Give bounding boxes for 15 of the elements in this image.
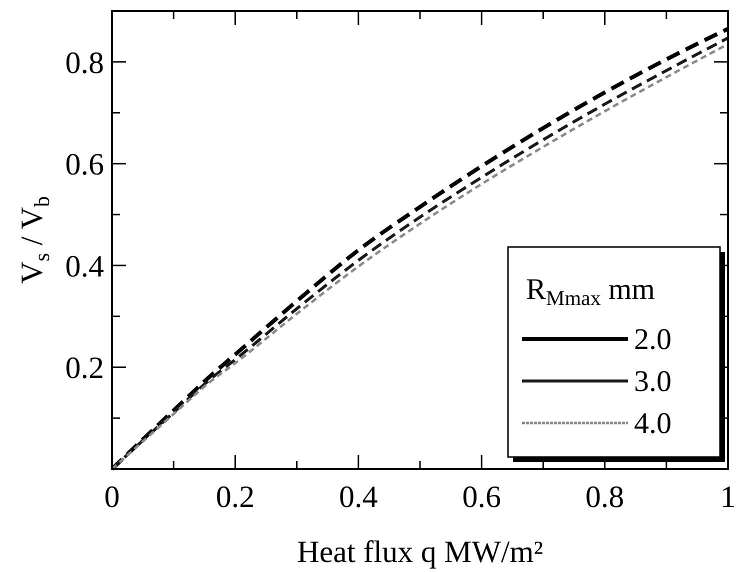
y-tick-label: 0.2 xyxy=(65,350,104,386)
y-tick-label: 0.4 xyxy=(65,248,104,284)
legend-title: R$_{Mmax}$ mm xyxy=(526,273,656,310)
x-tick-label: 0.8 xyxy=(585,479,624,514)
y-tick-label: 0.8 xyxy=(65,44,104,80)
legend-label: 4.0 xyxy=(634,407,672,440)
x-tick-label: 0 xyxy=(104,479,120,514)
y-tick-label: 0.6 xyxy=(65,146,104,182)
x-tick-label: 1 xyxy=(720,479,736,514)
legend-label: 3.0 xyxy=(634,365,672,398)
legend-label: 2.0 xyxy=(634,323,672,356)
x-tick-label: 0.4 xyxy=(339,479,378,514)
x-tick-label: 0.6 xyxy=(462,479,501,514)
x-tick-label: 0.2 xyxy=(216,479,255,514)
x-axis-title: Heat flux q MW/m² xyxy=(296,534,544,569)
